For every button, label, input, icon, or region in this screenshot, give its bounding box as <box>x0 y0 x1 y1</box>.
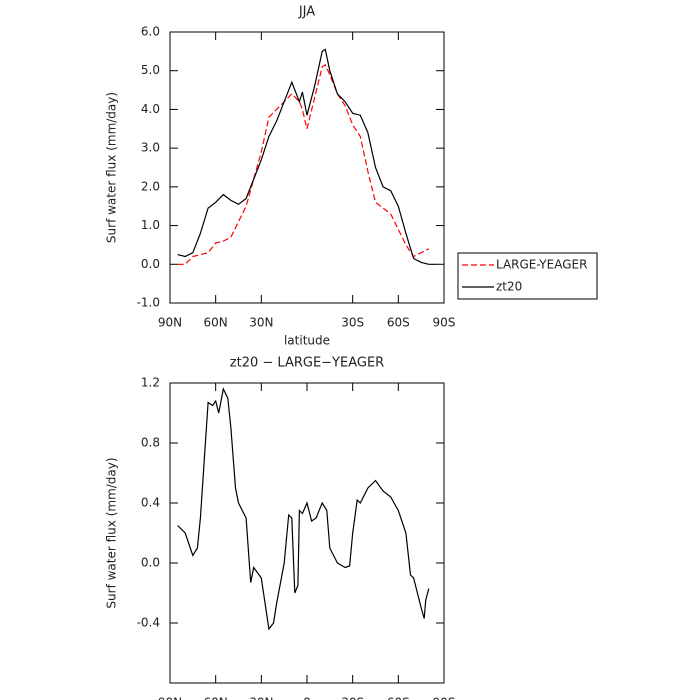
y-tick-label: 0.8 <box>141 436 160 450</box>
y-tick-label: 1.2 <box>141 376 160 390</box>
y-axis-label: Surf water flux (mm/day) <box>105 92 119 243</box>
x-tick-label: 30S <box>341 696 364 700</box>
y-tick-label: -1.0 <box>137 296 160 310</box>
x-tick-label: 60N <box>204 696 228 700</box>
y-tick-label: 0.0 <box>141 257 160 271</box>
x-tick-label: 90N <box>158 696 182 700</box>
x-tick-label: 90S <box>433 696 456 700</box>
legend-label: zt20 <box>496 280 522 294</box>
x-tick-label: 0 <box>303 696 311 700</box>
plot-frame <box>169 382 445 684</box>
y-tick-label: 3.0 <box>141 141 160 155</box>
x-tick-label: 90S <box>433 316 456 330</box>
x-tick-label: 60S <box>387 696 410 700</box>
chart-title: zt20 − LARGE−YEAGER <box>230 356 384 371</box>
series-line <box>177 64 430 265</box>
legend-box <box>457 252 598 300</box>
series-line <box>177 387 430 631</box>
x-tick-label: 90N <box>158 316 182 330</box>
y-tick-label: 6.0 <box>141 25 160 39</box>
y-tick-label: 0.0 <box>141 556 160 570</box>
y-tick-label: 5.0 <box>141 63 160 77</box>
y-tick-label: 4.0 <box>141 102 160 116</box>
y-tick-label: 1.0 <box>141 218 160 232</box>
y-tick-label: 0.4 <box>141 496 160 510</box>
x-tick-label: 30N <box>249 316 273 330</box>
x-tick-label: 30N <box>249 696 273 700</box>
plot-frame <box>169 31 445 304</box>
x-tick-label: 60N <box>204 316 228 330</box>
x-axis-label: latitude <box>284 334 330 348</box>
y-axis-label: Surf water flux (mm/day) <box>105 457 119 608</box>
chart-title: JJA <box>298 5 315 20</box>
series-line <box>177 48 437 265</box>
legend-label: LARGE-YEAGER <box>496 258 587 272</box>
x-tick-label: 60S <box>387 316 410 330</box>
y-tick-label: -0.4 <box>137 616 160 630</box>
x-tick-label: 30S <box>341 316 364 330</box>
y-tick-label: 2.0 <box>141 179 160 193</box>
